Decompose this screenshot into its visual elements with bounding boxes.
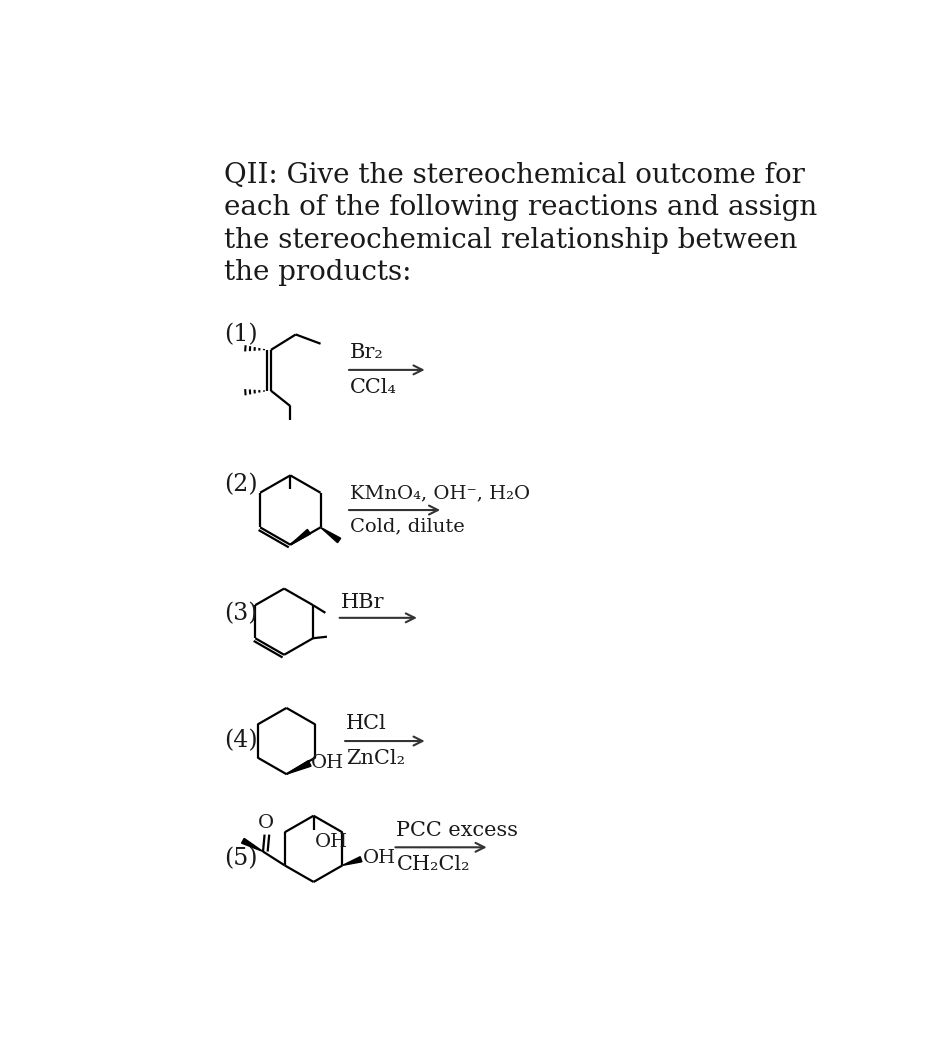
Text: the products:: the products: (225, 259, 412, 286)
Text: HBr: HBr (340, 593, 384, 612)
Text: (2): (2) (225, 473, 258, 496)
Text: (4): (4) (225, 729, 258, 752)
Text: Br₂: Br₂ (350, 343, 384, 363)
Polygon shape (287, 761, 311, 774)
Text: CCl₄: CCl₄ (350, 377, 397, 397)
Text: HCl: HCl (346, 715, 387, 734)
Polygon shape (321, 527, 340, 543)
Polygon shape (342, 857, 362, 866)
Text: the stereochemical relationship between: the stereochemical relationship between (225, 227, 798, 253)
Text: PCC excess: PCC excess (397, 821, 519, 840)
Polygon shape (242, 839, 263, 851)
Text: each of the following reactions and assign: each of the following reactions and assi… (225, 195, 818, 221)
Text: CH₂Cl₂: CH₂Cl₂ (397, 855, 470, 874)
Text: O: O (258, 814, 274, 832)
Polygon shape (290, 529, 310, 545)
Text: (3): (3) (225, 602, 258, 625)
Text: (5): (5) (225, 847, 258, 870)
Text: OH: OH (311, 754, 344, 772)
Text: (1): (1) (225, 324, 258, 347)
Text: Cold, dilute: Cold, dilute (350, 518, 464, 536)
Text: OH: OH (363, 849, 396, 867)
Text: QII: Give the stereochemical outcome for: QII: Give the stereochemical outcome for (225, 162, 806, 189)
Text: ZnCl₂: ZnCl₂ (346, 749, 405, 768)
Text: KMnO₄, OH⁻, H₂O: KMnO₄, OH⁻, H₂O (350, 485, 530, 502)
Text: OH: OH (315, 833, 348, 850)
